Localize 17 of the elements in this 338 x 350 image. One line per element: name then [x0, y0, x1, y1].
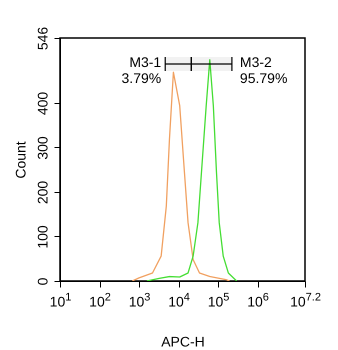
x-tick-label: 10$^{1}$: [50, 292, 72, 310]
band-label: M3-1 3.79%: [122, 54, 162, 86]
x-tick-label: 10$^{7.2}$: [290, 292, 321, 310]
y-axis-title: Count: [12, 141, 28, 179]
y-tick-label: 546: [34, 26, 50, 50]
y-tick-label: 200: [34, 180, 50, 204]
x-tick-label: 10$^{2}$: [89, 292, 111, 310]
y-tick-label: 0: [34, 277, 50, 286]
band-label: M3-2 95.79%: [240, 54, 288, 86]
x-axis-title: APC-H: [161, 334, 205, 350]
x-tick-label: 10$^{3}$: [128, 292, 150, 310]
x-tick-label: 10$^{6}$: [247, 292, 269, 310]
x-tick-label: 10$^{5}$: [208, 292, 230, 310]
y-tick-label: 100: [34, 225, 50, 249]
y-tick-label: 400: [34, 92, 50, 116]
y-tick-label: 300: [34, 136, 50, 160]
x-tick-label: 10$^{4}$: [168, 292, 190, 310]
